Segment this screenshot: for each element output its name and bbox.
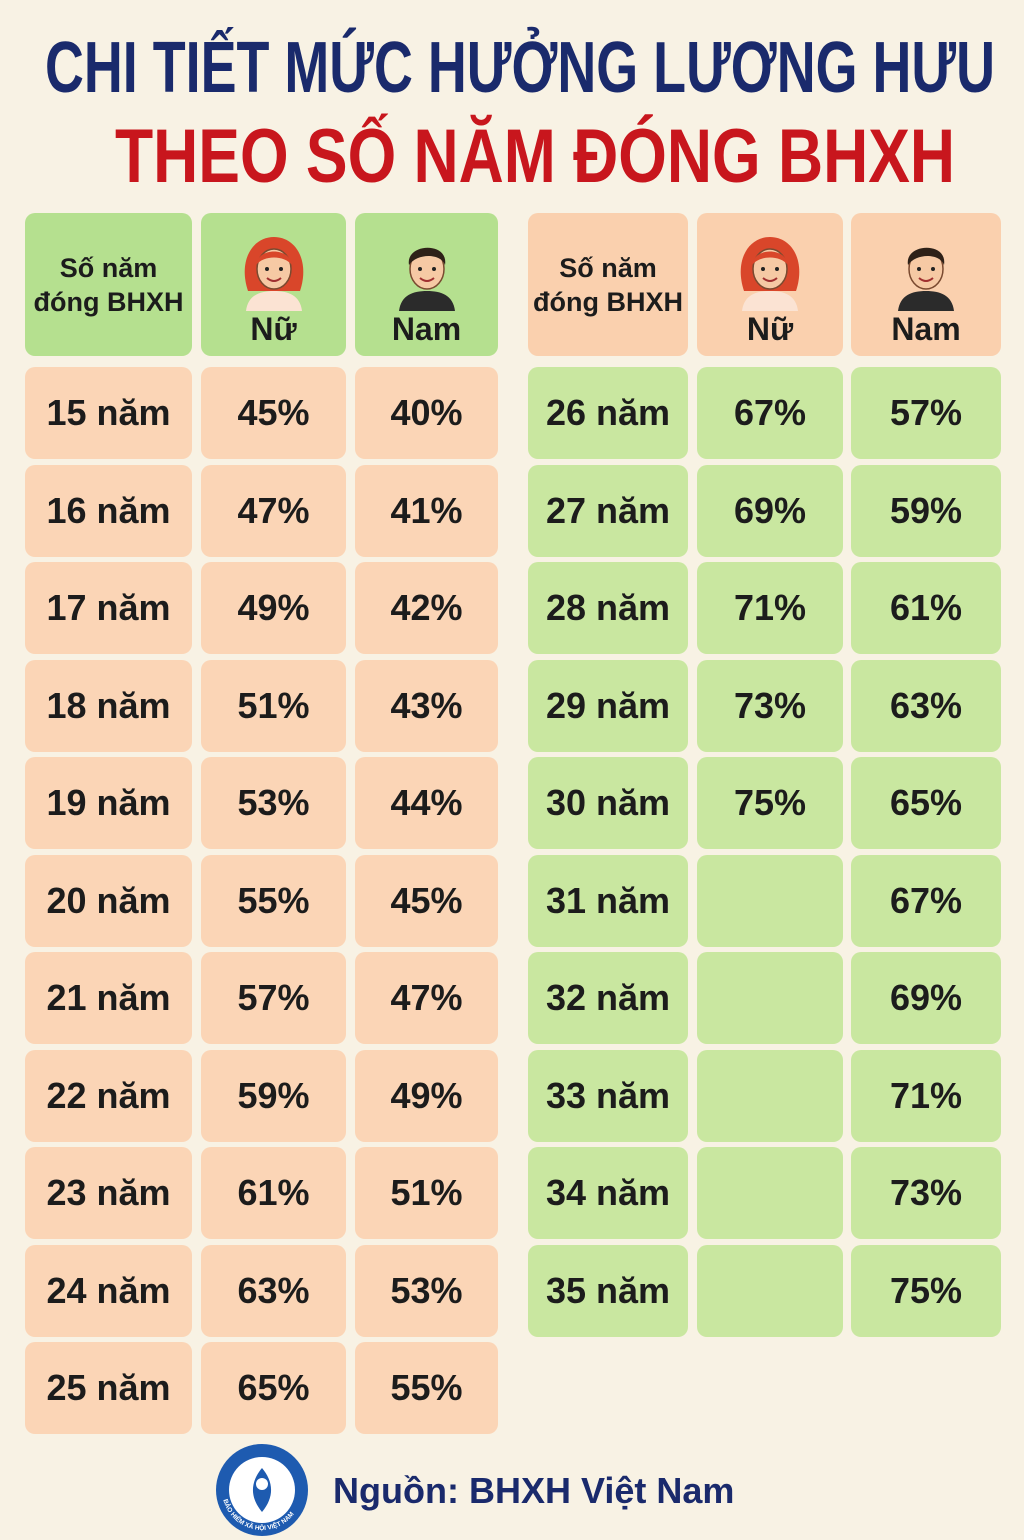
female-icon: [244, 237, 303, 311]
table-cell: 65%: [201, 1342, 346, 1434]
female-icon: [740, 237, 800, 311]
table-cell: 55%: [201, 854, 346, 947]
table-cell: 71%: [851, 1049, 1001, 1142]
table-cell: 71%: [697, 562, 843, 654]
logo: BẢO HIỂM XÃ HỘI VIỆT NAM: [216, 1444, 308, 1536]
table-cell: 33 năm: [528, 1049, 688, 1142]
header-text: Số năm: [59, 252, 158, 283]
table-cell: 49%: [201, 562, 346, 654]
table-cell: 53%: [201, 757, 346, 849]
header-cell: Nam: [851, 213, 1001, 356]
table-cell: 69%: [697, 464, 843, 557]
table-cell: 15 năm: [25, 367, 192, 459]
header-cell: Số năm đóng BHXH: [25, 213, 192, 356]
header-text: Nữ: [250, 311, 297, 347]
header-text: đóng BHXH: [33, 286, 184, 317]
table-cell: 51%: [355, 1147, 498, 1239]
table-cell: 34 năm: [528, 1147, 688, 1239]
header-text: Nam: [391, 311, 462, 347]
table-cell: 21 năm: [25, 952, 192, 1044]
header-text: Nữ: [746, 311, 794, 347]
male-icon: [898, 247, 954, 311]
table-cell: 24 năm: [25, 1244, 192, 1337]
table-cell: 41%: [355, 464, 498, 557]
table-cell: [697, 1147, 843, 1239]
title-line-1: CHI TIẾT MỨC HƯỞNG LƯƠNG HƯU: [45, 27, 995, 108]
table-cell: 75%: [697, 757, 843, 849]
table-cell: 47%: [201, 464, 346, 557]
table-cell: 22 năm: [25, 1049, 192, 1142]
table-cell: 59%: [201, 1049, 346, 1142]
table-cell: 26 năm: [528, 367, 688, 459]
table-cell: 16 năm: [25, 464, 192, 557]
table-cell: 73%: [851, 1147, 1001, 1239]
table-cell: 32 năm: [528, 952, 688, 1044]
table-cell: 67%: [697, 367, 843, 459]
source: Nguồn: BHXH Việt Nam: [333, 1470, 735, 1511]
table-cell: 19 năm: [25, 757, 192, 849]
header-text: đóng BHXH: [533, 286, 683, 317]
table-cell: 61%: [851, 562, 1001, 654]
table-cell: 73%: [697, 659, 843, 752]
header-cell: Số năm đóng BHXH: [528, 213, 688, 356]
table-cell: 35 năm: [528, 1244, 688, 1337]
table-cell: 42%: [355, 562, 498, 654]
table-cell: 44%: [355, 757, 498, 849]
table-cell: 40%: [355, 367, 498, 459]
table-cell: 75%: [851, 1244, 1001, 1337]
table-cell: 31 năm: [528, 854, 688, 947]
table-cell: 61%: [201, 1147, 346, 1239]
table-cell: [697, 854, 843, 947]
table-cell: 29 năm: [528, 659, 688, 752]
table-cell: 28 năm: [528, 562, 688, 654]
table-cell: 59%: [851, 464, 1001, 557]
table-cell: 25 năm: [25, 1342, 192, 1434]
table-cell: 30 năm: [528, 757, 688, 849]
table-cell: 65%: [851, 757, 1001, 849]
table-cell: [697, 952, 843, 1044]
male-icon: [398, 247, 455, 311]
table-cell: 51%: [201, 659, 346, 752]
table-cell: 63%: [851, 659, 1001, 752]
table-cell: 47%: [355, 952, 498, 1044]
table-cell: 69%: [851, 952, 1001, 1044]
table-cell: 57%: [851, 367, 1001, 459]
table-cell: 63%: [201, 1244, 346, 1337]
title-line-2: THEO SỐ NĂM ĐÓNG BHXH: [115, 114, 955, 199]
table-cell: [697, 1244, 843, 1337]
table-cell: 53%: [355, 1244, 498, 1337]
header-text: Nam: [891, 311, 961, 347]
table-cell: 45%: [355, 854, 498, 947]
table-cell: 45%: [201, 367, 346, 459]
header-text: Số năm: [559, 252, 657, 283]
table-cell: 20 năm: [25, 854, 192, 947]
table-cell: 49%: [355, 1049, 498, 1142]
table-cell: 55%: [355, 1342, 498, 1434]
table-cell: 23 năm: [25, 1147, 192, 1239]
title-block: CHI TIẾT MỨC HƯỞNG LƯƠNG HƯU THEO SỐ NĂM…: [45, 27, 995, 199]
table-cell: 43%: [355, 659, 498, 752]
header-cell: Nữ: [201, 213, 346, 356]
table-cell: 57%: [201, 952, 346, 1044]
table-cell: 18 năm: [25, 659, 192, 752]
table-cell: 67%: [851, 854, 1001, 947]
header-cell: Nam: [355, 213, 498, 356]
table-cell: 27 năm: [528, 464, 688, 557]
header-cell: Nữ: [697, 213, 843, 356]
table-cell: 17 năm: [25, 562, 192, 654]
table-cell: [697, 1049, 843, 1142]
